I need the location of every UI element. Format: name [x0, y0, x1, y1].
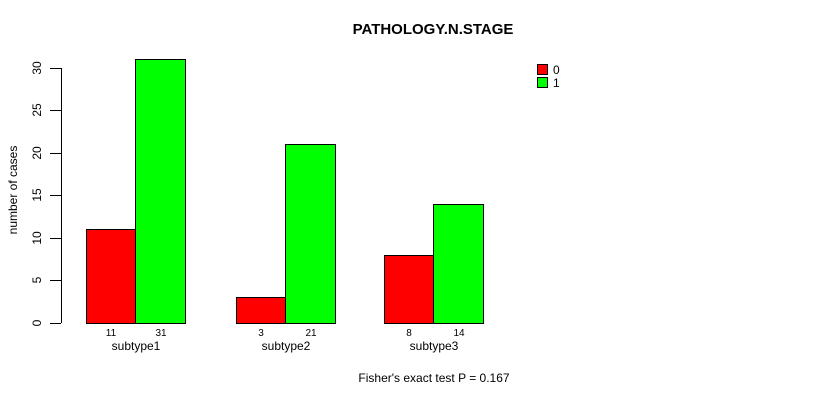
- annotation-text: Fisher's exact test P = 0.167: [358, 371, 510, 385]
- chart-title: PATHOLOGY.N.STAGE: [352, 21, 514, 38]
- y-axis-tick: [50, 110, 61, 111]
- bar-value-label: 8: [406, 328, 412, 339]
- y-axis-tick-label: 5: [30, 276, 44, 284]
- legend-row: 1: [537, 76, 560, 89]
- legend-swatch-1: [537, 77, 548, 88]
- y-axis-tick: [50, 195, 61, 196]
- y-axis-tick: [50, 323, 61, 324]
- y-axis-tick-label: 25: [30, 103, 44, 117]
- legend-label: 1: [553, 75, 560, 90]
- y-axis-line: [61, 68, 62, 323]
- x-category-label: subtype1: [111, 339, 161, 353]
- bar-value-label: 11: [105, 328, 117, 339]
- legend-label: 0: [553, 62, 560, 77]
- y-axis-tick: [50, 280, 61, 281]
- y-axis-tick: [50, 153, 61, 154]
- y-axis-label: number of cases: [6, 145, 20, 235]
- bar-subtype3-group0: [384, 255, 434, 324]
- y-axis-tick-label: 15: [30, 188, 44, 202]
- x-category-label: subtype2: [261, 339, 311, 353]
- y-axis-tick-label: 0: [30, 319, 44, 327]
- bar-subtype2-group0: [236, 297, 286, 324]
- bar-subtype2-group1: [285, 144, 336, 324]
- bar-subtype1-group1: [135, 59, 186, 324]
- bar-value-label: 31: [155, 328, 167, 339]
- legend-row: 0: [537, 63, 560, 76]
- y-axis-tick: [50, 238, 61, 239]
- y-axis-tick-label: 20: [30, 146, 44, 160]
- bar-subtype1-group0: [86, 229, 136, 324]
- bar-subtype3-group1: [433, 204, 484, 324]
- y-axis-tick: [50, 68, 61, 69]
- y-axis-tick-label: 30: [30, 61, 44, 75]
- y-axis-tick-label: 10: [30, 231, 44, 245]
- bar-value-label: 3: [258, 328, 264, 339]
- bar-value-label: 14: [453, 328, 465, 339]
- bar-value-label: 21: [305, 328, 317, 339]
- x-category-label: subtype3: [409, 339, 459, 353]
- legend-swatch-0: [537, 64, 548, 75]
